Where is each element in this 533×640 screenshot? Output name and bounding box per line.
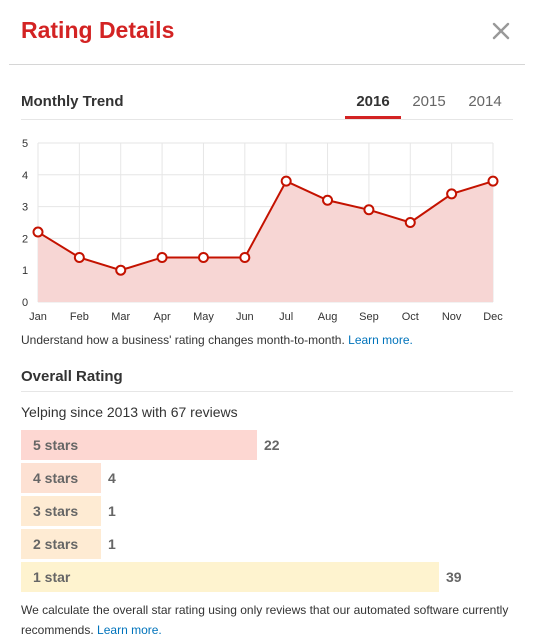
rating-bar-label: 1 star <box>33 569 71 585</box>
x-tick-label: Feb <box>70 311 89 323</box>
rating-bar <box>21 463 101 493</box>
trend-area <box>38 181 493 302</box>
tab-2014[interactable]: 2014 <box>468 93 502 110</box>
x-tick-label: Aug <box>318 311 338 323</box>
yelping-since-text: Yelping since 2013 with 67 reviews <box>21 404 238 420</box>
data-point <box>239 251 251 263</box>
rating-bar <box>21 529 101 559</box>
trend-note: Understand how a business' rating change… <box>21 330 413 350</box>
overall-footer-note: We calculate the overall star rating usi… <box>21 600 513 640</box>
data-point <box>280 175 292 187</box>
rating-bar-count: 22 <box>264 437 280 453</box>
data-point <box>363 204 375 216</box>
rating-bar-label: 5 stars <box>33 437 79 453</box>
close-icon[interactable] <box>490 20 512 42</box>
trend-line <box>37 179 494 272</box>
rating-bar <box>21 430 257 460</box>
x-tick-label: Oct <box>402 311 419 323</box>
data-point <box>73 251 85 263</box>
rating-bar <box>21 496 101 526</box>
overall-footer-text: We calculate the overall star rating usi… <box>21 603 509 637</box>
x-tick-label: Dec <box>483 311 503 323</box>
overall-learn-more-link[interactable]: Learn more. <box>97 623 162 637</box>
rating-bar-label: 4 stars <box>33 470 79 486</box>
x-tick-label: Nov <box>442 311 462 323</box>
rating-bar-count: 4 <box>108 470 116 486</box>
data-point <box>197 251 209 263</box>
x-tick-label: Sep <box>359 311 379 323</box>
rating-bar-count: 1 <box>108 536 116 552</box>
data-point <box>156 251 168 263</box>
data-point <box>322 194 334 206</box>
y-tick-label: 5 <box>22 138 28 150</box>
rating-bar-count: 39 <box>446 569 462 585</box>
data-point <box>487 175 499 187</box>
y-tick-label: 4 <box>22 170 28 182</box>
x-tick-label: Jun <box>236 311 254 323</box>
y-tick-label: 0 <box>22 297 28 309</box>
active-tab-indicator <box>345 116 401 119</box>
y-tick-label: 1 <box>22 265 28 277</box>
x-tick-label: Jan <box>29 311 47 323</box>
monthly-trend-chart: 0 1 2 3 4 5 Jan Feb Mar Apr May Jun Jul Aug Sep Oct Nov D… <box>22 138 503 323</box>
overall-rating-title: Overall Rating <box>21 368 123 385</box>
data-point <box>404 217 416 228</box>
trend-note-text: Understand how a business' rating change… <box>21 333 345 347</box>
trend-divider <box>21 119 513 120</box>
y-tick-label: 3 <box>22 202 28 214</box>
rating-bar-count: 1 <box>108 503 116 519</box>
y-tick-label: 2 <box>22 233 28 245</box>
data-point <box>446 188 458 200</box>
tab-2016[interactable]: 2016 <box>356 93 390 110</box>
monthly-trend-title: Monthly Trend <box>21 93 124 110</box>
rating-bar <box>21 562 439 592</box>
trend-learn-more-link[interactable]: Learn more. <box>348 333 413 347</box>
rating-bar-label: 3 stars <box>33 503 79 519</box>
x-tick-label: May <box>193 311 214 323</box>
modal-title: Rating Details <box>21 17 175 43</box>
x-tick-label: Jul <box>279 311 293 323</box>
x-tick-label: Apr <box>154 311 171 323</box>
x-tick-label: Mar <box>111 311 130 323</box>
data-point <box>32 226 44 238</box>
data-point <box>115 264 127 276</box>
rating-bar-label: 2 stars <box>33 536 79 552</box>
header-divider <box>9 64 525 65</box>
overall-divider <box>21 391 513 392</box>
tab-2015[interactable]: 2015 <box>412 93 446 110</box>
